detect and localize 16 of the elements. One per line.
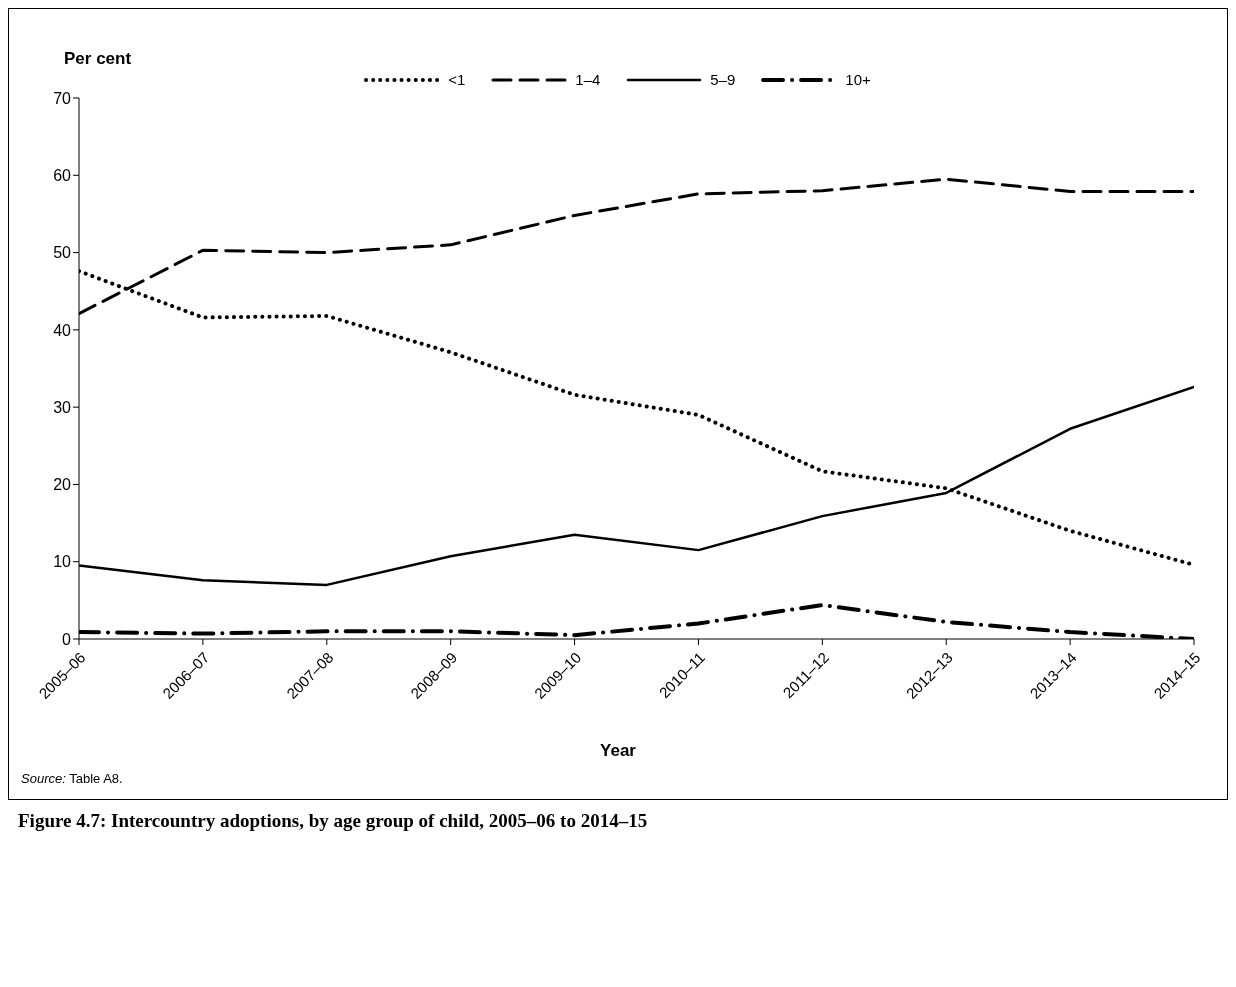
y-tick-label: 30 — [53, 398, 72, 416]
y-tick-label: 10 — [53, 553, 72, 571]
y-tick-label: 60 — [53, 166, 72, 184]
source-note: Source: Table A8. — [21, 771, 123, 786]
text: Figure 4.7: Intercountry adoptions, by age group of child, 2005–06 to 2014–15 — [18, 810, 649, 832]
legend-label: <1 — [448, 71, 466, 88]
legend-label: 1–4 — [575, 71, 601, 88]
y-tick-label: 50 — [53, 244, 72, 262]
legend-label: 5–9 — [710, 71, 736, 88]
y-tick-label: 0 — [62, 630, 72, 648]
y-tick-label: 40 — [53, 321, 72, 339]
legend-label: 10+ — [845, 71, 871, 88]
y-axis-title: Per cent — [64, 49, 132, 69]
y-tick-label: 70 — [53, 89, 72, 107]
x-axis-title: Year — [599, 741, 637, 761]
y-tick-label: 20 — [53, 476, 72, 494]
